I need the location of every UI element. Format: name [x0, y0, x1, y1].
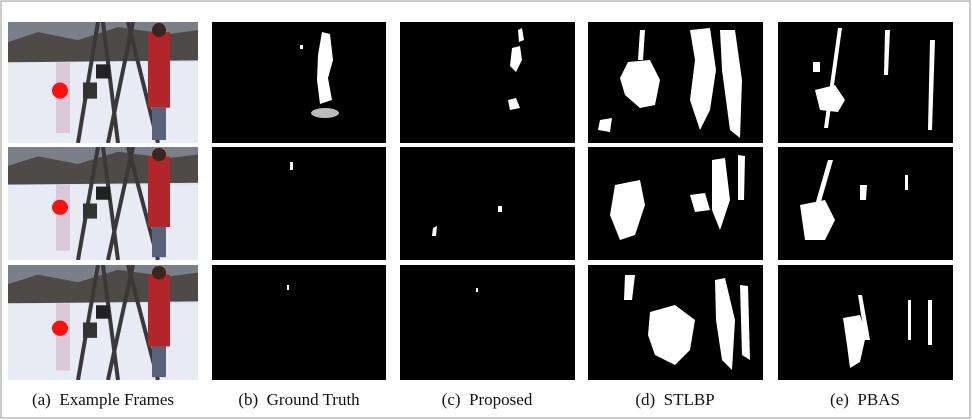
proposed-masks — [400, 22, 575, 380]
caption: (e) PBAS — [830, 390, 900, 409]
ground-truth-masks — [212, 22, 386, 380]
figure: (a) Example Frames (b) Ground Truth (c) … — [0, 0, 972, 420]
caption: (c) Proposed — [442, 390, 533, 409]
pbas-masks — [778, 22, 953, 380]
example-frames — [8, 22, 198, 380]
caption: (a) Example Frames — [32, 390, 174, 409]
caption: (b) Ground Truth — [238, 390, 360, 409]
caption: (d) STLBP — [635, 390, 714, 409]
stlbp-masks — [588, 22, 763, 380]
